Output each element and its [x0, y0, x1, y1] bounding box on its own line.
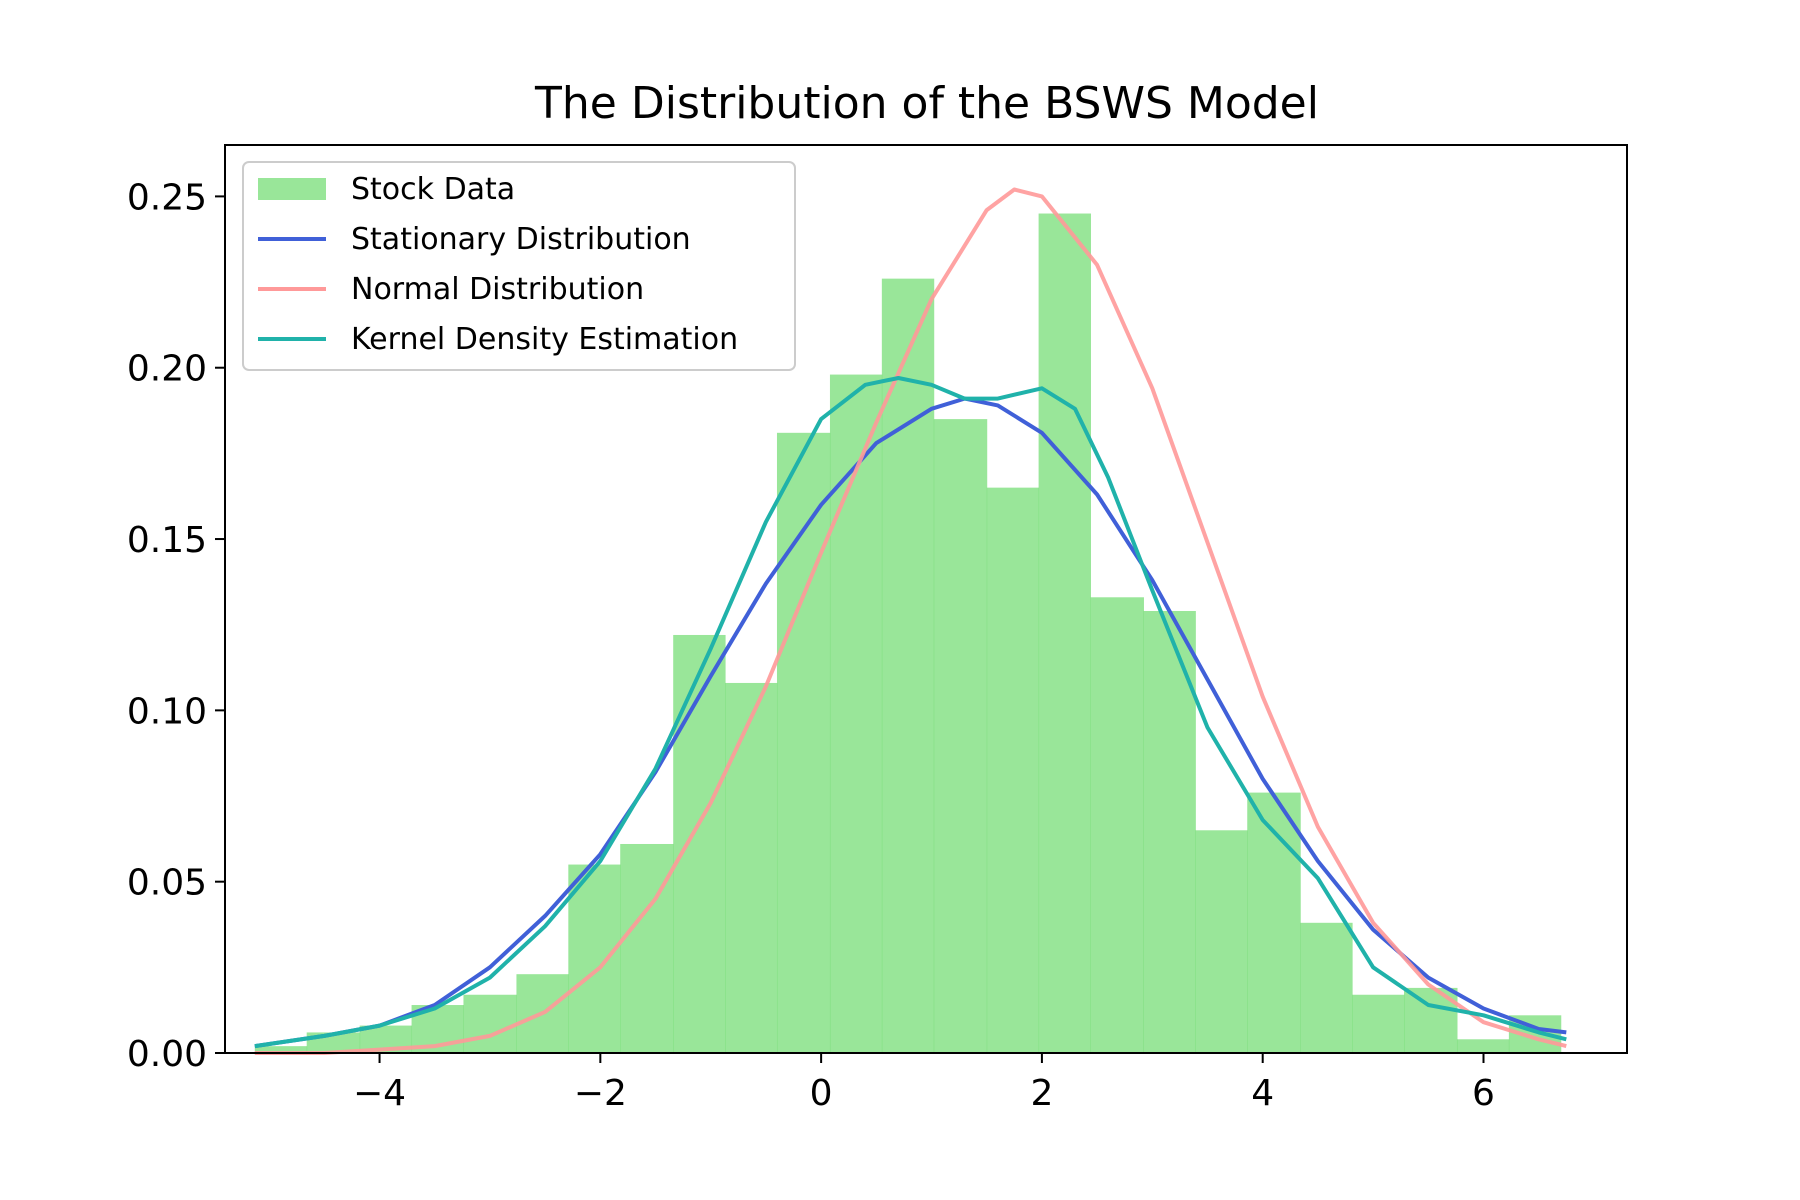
y-tick-label: 0.05	[127, 863, 207, 904]
normal-distribution-line	[254, 187, 1567, 1055]
chart-title: The Distribution of the BSWS Model	[534, 78, 1319, 129]
legend-label: Stock Data	[351, 172, 515, 207]
stationary-distribution-line	[254, 396, 1567, 1049]
histogram-bar	[1143, 610, 1196, 1053]
y-tick-label: 0.25	[127, 177, 207, 218]
histogram-bar	[1038, 213, 1091, 1053]
histogram-bar	[1247, 792, 1301, 1053]
histogram-bar	[568, 864, 621, 1053]
histogram-bar	[1090, 597, 1144, 1053]
histogram-bar	[620, 843, 674, 1053]
legend-label: Kernel Density Estimation	[351, 322, 738, 357]
histogram-bar	[1300, 922, 1353, 1053]
legend: Stock Data Stationary Distribution Normal …	[242, 161, 796, 371]
kde-line	[254, 376, 1567, 1049]
plot-frame	[224, 144, 1628, 1054]
histogram-bar	[1195, 830, 1248, 1053]
y-tick-label: 0.00	[127, 1034, 207, 1075]
y-tick-label: 0.15	[127, 520, 207, 561]
x-axis: −4 −2 0 2 4 6	[353, 1053, 1495, 1114]
x-tick-label: −2	[574, 1073, 627, 1114]
y-tick-label: 0.10	[127, 691, 207, 732]
legend-label: Stationary Distribution	[351, 222, 691, 257]
histogram-bar	[254, 1046, 308, 1053]
y-axis: 0.00 0.05 0.10 0.15 0.20 0.25	[127, 177, 225, 1075]
histogram-bars	[254, 213, 1562, 1054]
x-tick-label: 6	[1472, 1073, 1495, 1114]
x-tick-label: 0	[810, 1073, 833, 1114]
histogram-bar	[1456, 1039, 1510, 1053]
histogram-bar	[986, 487, 1040, 1054]
density-lines	[254, 187, 1567, 1055]
histogram-bar	[673, 634, 726, 1053]
histogram-bar	[463, 994, 517, 1053]
legend-label: Normal Distribution	[351, 272, 644, 307]
histogram-bar	[881, 278, 935, 1053]
histogram-bar	[933, 419, 988, 1053]
histogram-bar	[1352, 994, 1405, 1053]
histogram-bar	[725, 682, 778, 1053]
y-tick-label: 0.20	[127, 349, 207, 390]
x-tick-label: −4	[353, 1073, 406, 1114]
histogram-bar	[776, 432, 831, 1054]
legend-box	[242, 161, 796, 371]
x-tick-label: 2	[1030, 1073, 1053, 1114]
x-tick-label: 4	[1251, 1073, 1274, 1114]
histogram-bar	[829, 374, 883, 1053]
legend-swatch-patch	[258, 178, 326, 200]
